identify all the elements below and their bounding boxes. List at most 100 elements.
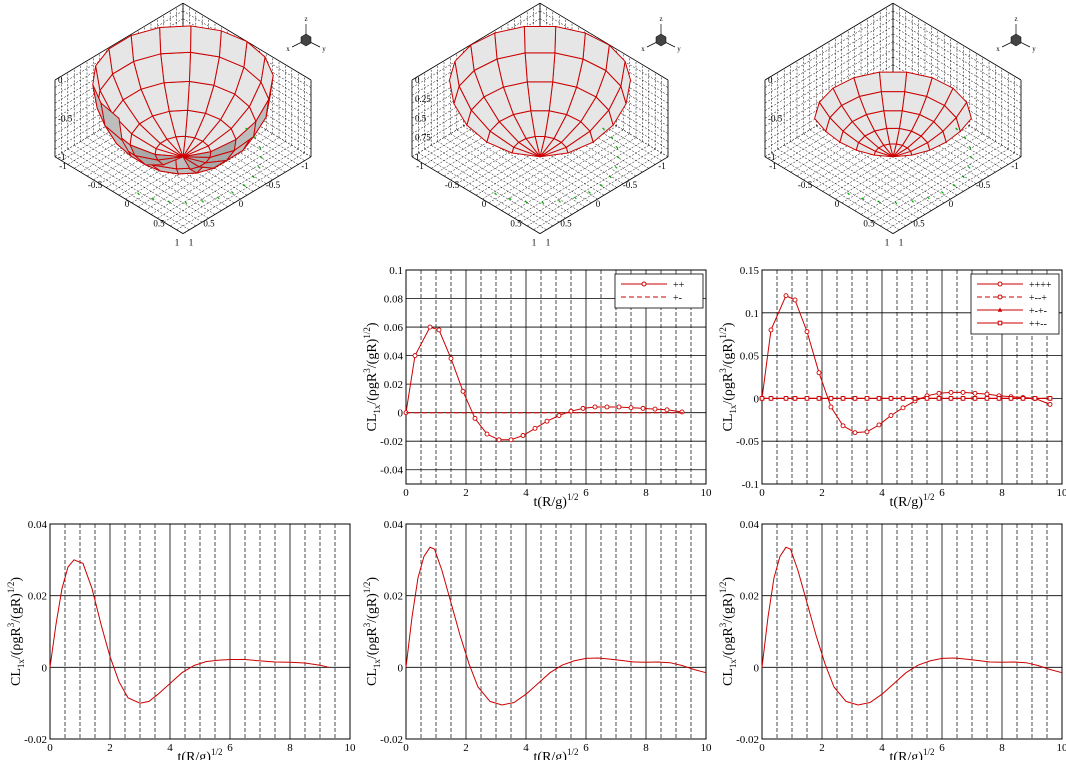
y-tick-label: 0 xyxy=(754,662,760,674)
y-tick-label: -0.02 xyxy=(380,436,403,448)
data-point xyxy=(816,396,822,401)
vector-arrow xyxy=(969,155,973,159)
data-point xyxy=(640,405,646,411)
bowl-face xyxy=(160,51,192,84)
y-axis-label: CL1x/(ρgR3/(gR)1/2) xyxy=(362,577,382,686)
x-tick-label: -0.5 xyxy=(976,180,991,190)
z-tick-label: 0.5 xyxy=(415,113,427,123)
x-tick-label: 8 xyxy=(643,487,649,499)
vector-arrow xyxy=(257,165,261,169)
box-edge xyxy=(892,2,1022,81)
x-axis-label: t(R/g)1/2 xyxy=(534,492,579,510)
y-tick-label: -1 xyxy=(59,161,67,171)
wall-grid-line xyxy=(892,49,1022,127)
x-tick-label: 8 xyxy=(287,742,293,754)
vector-arrow xyxy=(231,191,234,194)
x-tick-label: 0 xyxy=(759,487,765,499)
x-axis-label-exponent: 1/2 xyxy=(567,492,579,502)
floor-grid-line xyxy=(803,133,932,211)
data-point xyxy=(532,425,538,431)
vector-arrow xyxy=(245,127,249,131)
vector-arrow xyxy=(602,127,606,131)
plot-frame xyxy=(49,523,351,740)
y-axis-label-part: 1/2 xyxy=(718,327,728,339)
box-outline xyxy=(764,2,1022,234)
x-tick-label: 10 xyxy=(1057,487,1066,499)
floor-grid-line xyxy=(860,137,990,215)
floor-grid-line xyxy=(157,141,286,219)
data-point xyxy=(972,390,978,396)
data-point xyxy=(900,405,906,411)
floor-grid-line xyxy=(150,137,280,215)
box-edge xyxy=(764,2,894,81)
triad-cube-icon xyxy=(300,33,312,47)
box-edge xyxy=(411,156,541,234)
data-point xyxy=(759,396,765,401)
data-point xyxy=(508,437,514,443)
legend-box xyxy=(614,273,704,309)
data-point xyxy=(924,396,930,401)
data-point xyxy=(960,389,966,395)
y-tick-label: 0 xyxy=(482,199,487,209)
x-tick-label: 8 xyxy=(643,742,649,754)
vector-arrow xyxy=(952,183,956,187)
data-point xyxy=(888,413,894,418)
data-point xyxy=(616,404,622,410)
vector-arrow xyxy=(877,200,881,204)
y-tick-label: -0.1 xyxy=(742,479,759,491)
bowl-face xyxy=(524,52,556,83)
wall-grid-line xyxy=(892,18,1022,96)
x-tick-label: 10 xyxy=(701,487,713,499)
x-tick-label: 2 xyxy=(463,487,469,499)
vector-arrow xyxy=(616,155,620,159)
x-tick-label: 2 xyxy=(819,487,825,499)
y-tick-label: 0.04 xyxy=(740,519,760,531)
wall-grid-line xyxy=(764,18,894,96)
vector-arrow xyxy=(610,136,614,140)
floor-grid-line xyxy=(163,145,292,223)
floor-grid-line xyxy=(771,152,900,230)
wall-grid-line xyxy=(892,33,1022,111)
box-edge xyxy=(54,2,184,81)
y-tick-label: 0.5 xyxy=(153,218,165,228)
data-point xyxy=(816,370,822,376)
vector-arrow xyxy=(911,199,914,203)
triad-y-label: y xyxy=(1032,45,1036,53)
data-point xyxy=(436,327,442,333)
data-point xyxy=(792,297,798,303)
legend-marker xyxy=(641,281,647,287)
z-tick-label: -1 xyxy=(58,152,66,162)
vector-arrow xyxy=(494,192,497,196)
axis-tick-labels: -1 -0.5 0 0.5 1 1 0.5 0 -0.5 -1 0 -0.5 -1 xyxy=(768,75,1019,248)
data-point xyxy=(412,353,418,359)
floor-grid-line xyxy=(418,152,547,230)
data-point xyxy=(664,407,670,413)
floor-grid-line xyxy=(790,141,919,219)
y-tick-label: 0.04 xyxy=(28,519,48,531)
y-tick-label: -0.04 xyxy=(380,465,403,477)
data-point xyxy=(804,396,810,401)
y-tick-label: 0 xyxy=(398,408,404,420)
data-point xyxy=(1008,396,1014,401)
vector-arrow xyxy=(259,155,263,159)
x-axis-label-main: t(R/g) xyxy=(178,750,212,760)
x-axis-label-main: t(R/g) xyxy=(890,495,924,510)
wall-grid-line xyxy=(764,33,894,111)
series-0 xyxy=(405,546,707,706)
floor-grid-line xyxy=(848,129,977,207)
bowl-face xyxy=(814,101,831,133)
x-tick-label: 1 xyxy=(175,238,180,248)
y-tick-label: 1 xyxy=(899,238,904,248)
velocity-vectors xyxy=(494,127,620,205)
y-tick-label: 1 xyxy=(189,238,194,248)
line-chart-cl-bottom-right: 0 2 4 6 8 10-0.0200.020.04t(R/g)1/2CL1x/(ρgR3… xyxy=(718,519,1066,760)
bowl-face xyxy=(494,25,526,60)
data-point xyxy=(427,324,433,330)
legend-marker xyxy=(997,281,1003,287)
wall-grid-line xyxy=(892,41,1022,119)
triad-cube-icon xyxy=(1010,33,1022,47)
x-tick-label: 0.5 xyxy=(560,218,572,228)
vector-arrow xyxy=(184,201,188,205)
data-point xyxy=(472,415,478,421)
vector-arrow xyxy=(615,145,619,149)
